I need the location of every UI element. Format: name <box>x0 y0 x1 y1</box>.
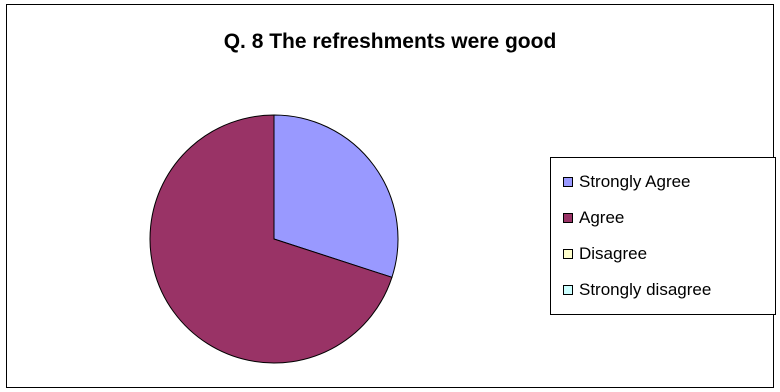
legend-item-strongly-agree: Strongly Agree <box>563 172 691 192</box>
legend-swatch-agree <box>563 213 573 223</box>
legend-swatch-strongly-disagree <box>563 285 573 295</box>
legend-swatch-disagree <box>563 249 573 259</box>
pie-slice-agree <box>149 114 393 364</box>
legend-item-agree: Agree <box>563 208 624 228</box>
legend: Strongly Agree Agree Disagree Strongly d… <box>550 157 776 315</box>
legend-swatch-strongly-agree <box>563 177 573 187</box>
legend-label-disagree: Disagree <box>579 244 648 263</box>
pie-slice-strongly-agree <box>273 114 399 278</box>
legend-label-agree: Agree <box>579 208 625 227</box>
legend-label-strongly-agree: Strongly Agree <box>579 172 691 191</box>
chart-title: Q. 8 The refreshments were good <box>223 30 557 53</box>
legend-item-disagree: Disagree <box>563 244 647 264</box>
legend-label-strongly-disagree: Strongly disagree <box>579 280 712 299</box>
legend-item-strongly-disagree: Strongly disagree <box>563 280 711 300</box>
